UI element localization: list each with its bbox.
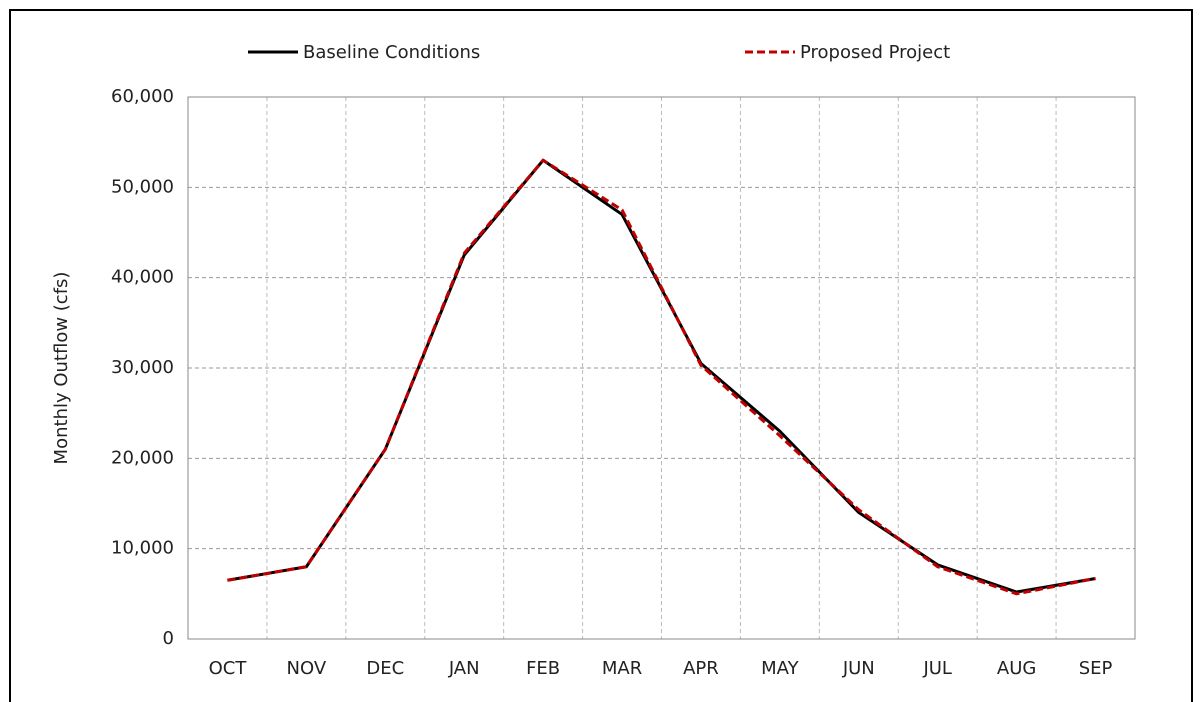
x-tick-label: MAY bbox=[761, 658, 799, 679]
y-tick-label: 50,000 bbox=[111, 176, 174, 197]
frame bbox=[9, 9, 1193, 702]
y-tick-label: 20,000 bbox=[111, 447, 174, 468]
legend-label: Proposed Project bbox=[800, 42, 950, 63]
plot-border bbox=[187, 96, 1136, 640]
y-tick-label: 30,000 bbox=[111, 357, 174, 378]
legend-label: Baseline Conditions bbox=[303, 42, 480, 63]
x-tick-label: APR bbox=[683, 658, 719, 679]
y-tick-label: 10,000 bbox=[111, 538, 174, 559]
x-tick-label: OCT bbox=[209, 658, 248, 679]
x-tick-label: SEP bbox=[1079, 658, 1113, 679]
x-tick-label: MAR bbox=[602, 658, 642, 679]
x-tick-label: DEC bbox=[366, 658, 404, 679]
y-tick-label: 60,000 bbox=[111, 86, 174, 107]
x-tick-label: FEB bbox=[526, 658, 560, 679]
y-tick-label: 0 bbox=[163, 628, 174, 649]
x-tick-label: JAN bbox=[448, 658, 480, 679]
series-line bbox=[227, 158, 1096, 596]
y-tick-label: 40,000 bbox=[111, 267, 174, 288]
x-tick-label: JUN bbox=[842, 658, 875, 679]
x-tick-label: JUL bbox=[922, 658, 952, 679]
x-tick-label: AUG bbox=[997, 658, 1036, 679]
y-axis-title: Monthly Outflow (cfs) bbox=[51, 272, 72, 465]
x-tick-label: NOV bbox=[287, 658, 327, 679]
